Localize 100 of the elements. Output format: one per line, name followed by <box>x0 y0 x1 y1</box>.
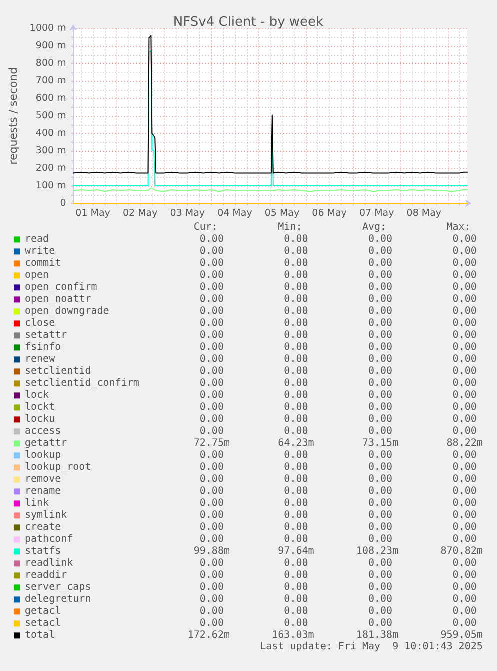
text: 0.00 <box>200 330 224 342</box>
legend-label: remove <box>25 474 62 486</box>
text: 0.00 <box>284 402 308 414</box>
legend-label: write <box>25 246 56 258</box>
text: 0.00 <box>368 342 393 354</box>
x-tick-label: 02 May <box>122 208 158 219</box>
legend-label: link <box>25 498 50 510</box>
text: 0.00 <box>368 462 393 474</box>
text: 0.00 <box>284 462 308 474</box>
text: 0.00 <box>368 330 393 342</box>
text: 0.00 <box>452 510 477 522</box>
text: 0.00 <box>200 570 224 582</box>
text: 0.00 <box>200 294 224 306</box>
text: 0.00 <box>284 606 308 618</box>
text: 959.05m <box>440 630 483 642</box>
legend-label: getacl <box>25 606 62 618</box>
text: 0.00 <box>284 486 308 498</box>
legend-label: pathconf <box>25 534 74 546</box>
legend-label: readdir <box>25 570 68 582</box>
text: 0.00 <box>368 402 393 414</box>
text: 0.00 <box>200 462 224 474</box>
text: 0.00 <box>368 618 393 630</box>
text: 0.00 <box>452 378 477 390</box>
text: 0.00 <box>284 246 308 258</box>
text: 870.82m <box>440 546 483 558</box>
text: 88.22m <box>446 438 483 450</box>
x-tick-label: 03 May <box>170 208 206 219</box>
text: 0.00 <box>200 342 224 354</box>
text: 0.00 <box>452 414 477 426</box>
text: 0.00 <box>368 510 393 522</box>
text: 0.00 <box>452 498 477 510</box>
text: 0.00 <box>452 306 477 318</box>
text: 0.00 <box>200 534 224 546</box>
text: 0.00 <box>452 294 477 306</box>
y-axis-title: requests / second <box>7 67 20 165</box>
text: 0.00 <box>200 246 224 258</box>
text: 0.00 <box>368 258 393 270</box>
text: 0.00 <box>452 426 477 438</box>
text: 0.00 <box>284 354 308 366</box>
text: 0.00 <box>200 414 224 426</box>
text: 0.00 <box>200 282 224 294</box>
legend-label: setacl <box>25 618 62 630</box>
y-tick-label: 400 m <box>36 128 66 140</box>
text: 0.00 <box>200 306 224 318</box>
text: 0.00 <box>284 390 308 402</box>
text: 0.00 <box>368 450 393 462</box>
text: 0.00 <box>452 258 477 270</box>
text: 0.00 <box>200 258 224 270</box>
text: 0.00 <box>284 534 308 546</box>
text: 0.00 <box>200 474 224 486</box>
x-tick-label: 01 May <box>76 208 111 219</box>
y-tick-label: 200 m <box>36 163 66 174</box>
text: 0.00 <box>368 294 393 306</box>
text: 0.00 <box>200 522 224 534</box>
text: 0.00 <box>200 426 224 438</box>
legend-label: create <box>25 522 62 534</box>
text: 0.00 <box>368 318 393 330</box>
x-tick-label: 06 May <box>312 208 348 219</box>
text: 0.00 <box>452 246 477 258</box>
text: 0.00 <box>452 558 477 570</box>
x-tick-label: 08 May <box>406 208 442 219</box>
y-tick-label: 300 m <box>36 146 66 157</box>
legend-label: lookup_root <box>25 462 92 474</box>
text: 0.00 <box>368 558 393 570</box>
text: 0.00 <box>200 450 224 462</box>
text: 0.00 <box>284 582 308 594</box>
text: 0.00 <box>368 534 393 546</box>
text: 0.00 <box>284 594 308 606</box>
text: 0.00 <box>200 498 224 510</box>
legend-label: setclientid_confirm <box>25 378 140 390</box>
text: 0.00 <box>368 606 393 618</box>
legend-label: fsinfo <box>25 342 62 354</box>
text: 0.00 <box>368 354 393 366</box>
legend-label: setclientid <box>25 366 92 378</box>
legend-label: renew <box>25 354 56 366</box>
text: 0.00 <box>452 594 477 606</box>
legend-label: open <box>25 270 50 282</box>
text: 0.00 <box>200 378 224 390</box>
text: 0.00 <box>284 294 308 306</box>
text: 181.38m <box>356 630 399 642</box>
text: 0.00 <box>368 366 393 378</box>
legend-label: lookup <box>25 450 62 462</box>
text: 0.00 <box>452 474 477 486</box>
legend-label: rename <box>25 486 62 498</box>
text: 0.00 <box>368 390 393 402</box>
y-tick-label: 1000 m <box>30 23 66 34</box>
text: 0.00 <box>284 522 308 534</box>
text: 0.00 <box>452 234 477 246</box>
legend-label: lock <box>25 390 50 402</box>
text: 0.00 <box>200 618 224 630</box>
text: 0.00 <box>452 342 477 354</box>
text: 0.00 <box>452 486 477 498</box>
text: 0.00 <box>452 450 477 462</box>
x-tick-label: 04 May <box>218 208 253 219</box>
text: 0.00 <box>452 390 477 402</box>
text: 99.88m <box>194 546 230 558</box>
text: 0.00 <box>452 534 477 546</box>
text: Min: <box>278 222 302 234</box>
text: 0.00 <box>284 378 308 390</box>
text: 0.00 <box>368 486 393 498</box>
